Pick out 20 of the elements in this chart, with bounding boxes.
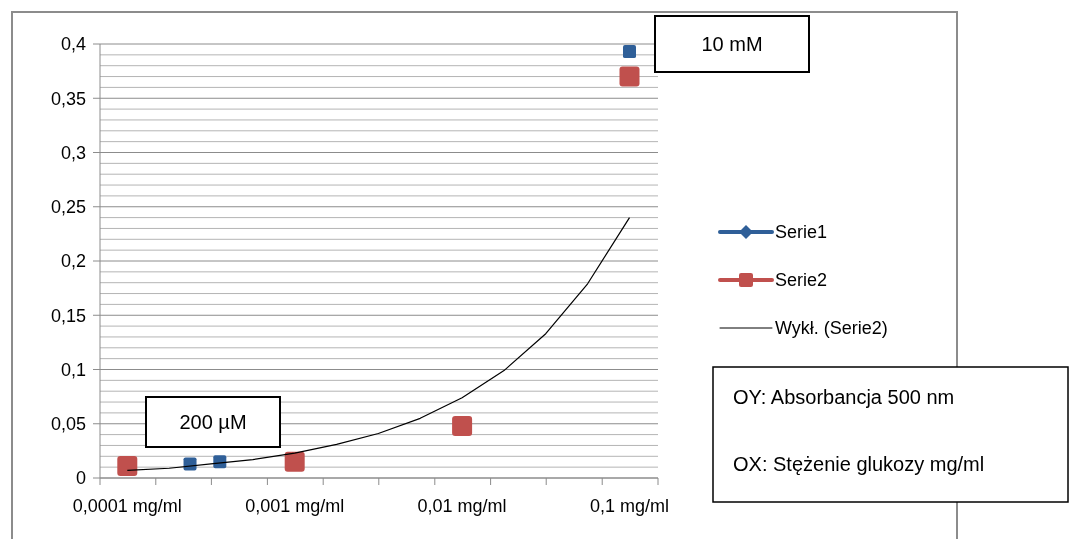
y-tick-label: 0,4 <box>60 34 86 55</box>
text: OY: Absorbancja 500 nm <box>733 386 955 408</box>
text: OX: Stężenie glukozy mg/ml <box>733 453 985 475</box>
y-tick-label: 0,1 <box>60 359 86 380</box>
y-tick-label: 0,25 <box>50 197 86 218</box>
text: 10 mM <box>701 33 763 55</box>
legend-label: Serie1 <box>775 222 828 243</box>
x-tick-label: 0,001 mg/ml <box>245 496 345 516</box>
x-tick-label: 0,01 mg/ml <box>417 496 507 516</box>
legend-label: Serie2 <box>775 270 828 291</box>
x-tick-label: 0,1 mg/ml <box>589 496 670 516</box>
y-tick-label: 0,3 <box>60 142 86 163</box>
y-tick-label: 0 <box>75 468 86 489</box>
x-tick-label: 0,0001 mg/ml <box>72 496 182 516</box>
y-tick-label: 0,05 <box>50 414 86 435</box>
y-tick-label: 0,35 <box>50 88 86 109</box>
annotation: 200 µM <box>179 411 247 433</box>
y-tick-label: 0,2 <box>60 251 86 272</box>
y-tick-label: 0,15 <box>50 305 86 326</box>
legend-label: Wykł. (Serie2) <box>775 318 888 339</box>
